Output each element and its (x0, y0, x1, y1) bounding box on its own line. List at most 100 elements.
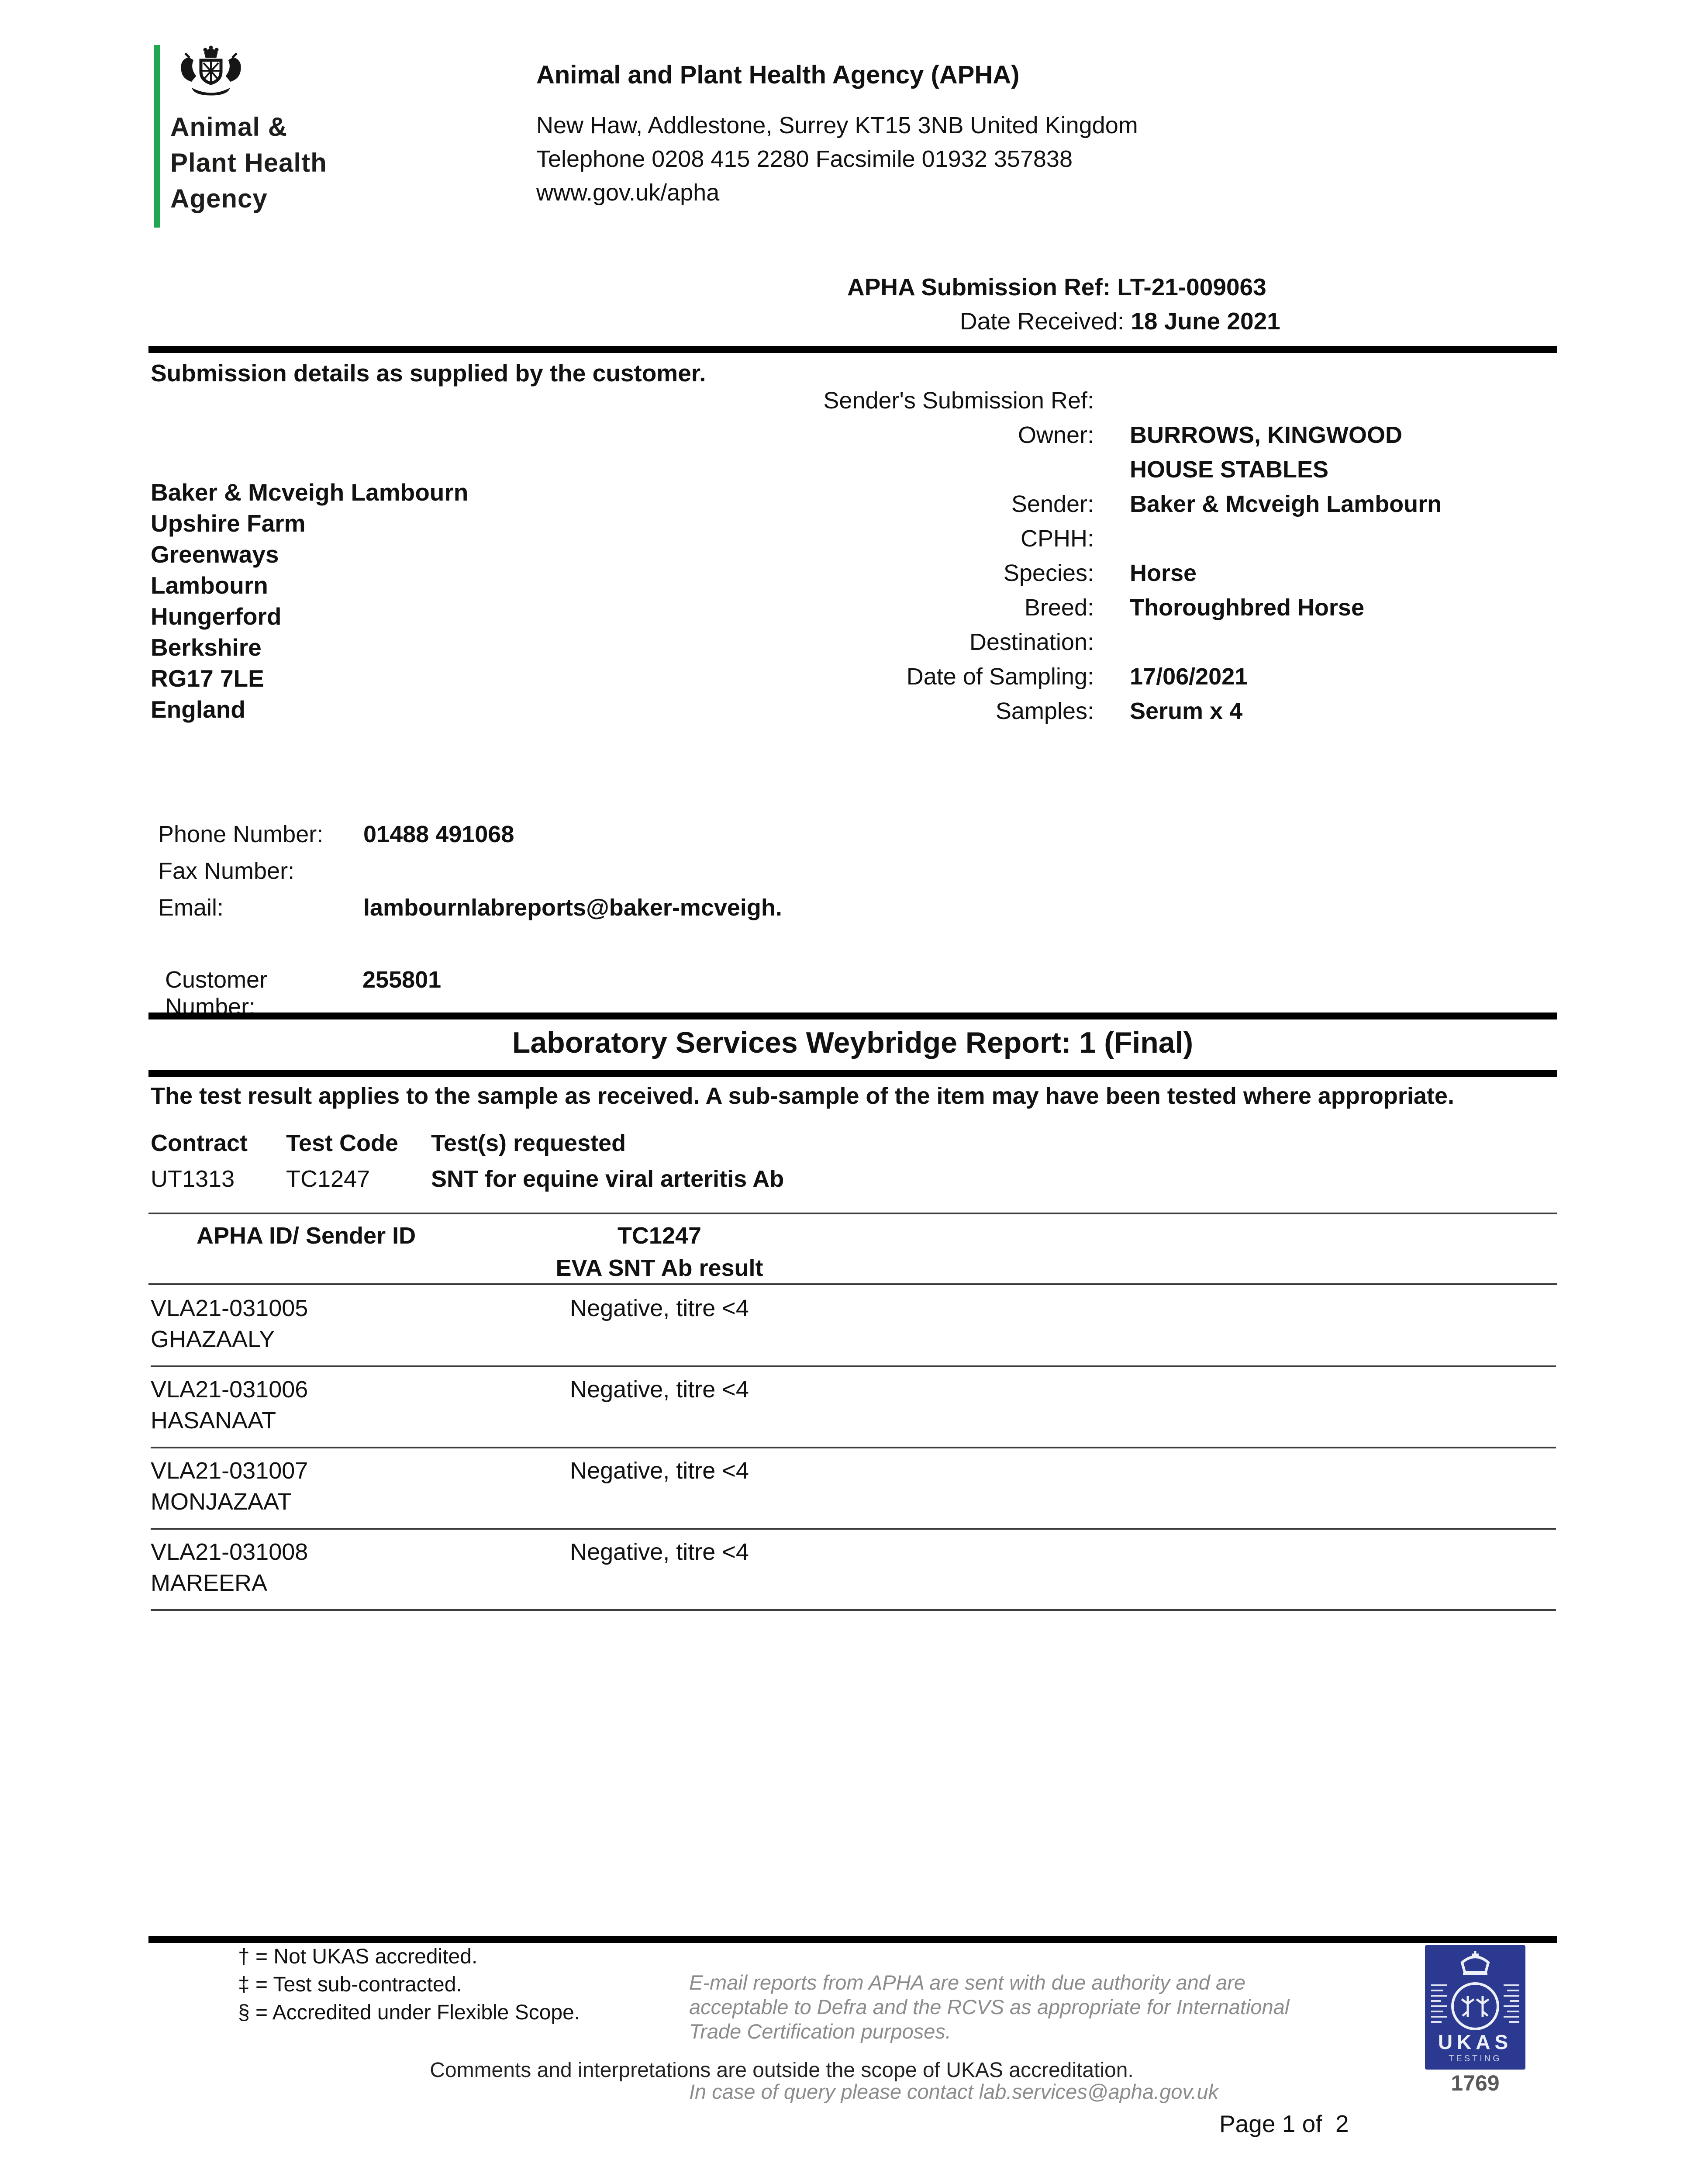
submission-ref-block: APHA Submission Ref: LT-21-009063 Date R… (847, 270, 1280, 338)
submission-details-heading: Submission details as supplied by the cu… (151, 359, 706, 387)
address-line: Hungerford (151, 603, 282, 630)
result-row: VLA21-031008 MAREERA Negative, titre <4 (151, 1530, 1556, 1609)
detail-label: Samples: (995, 698, 1094, 724)
contact-value: lambournlabreports@baker-mcveigh. (363, 895, 782, 921)
detail-row: Samples: Serum x 4 (773, 694, 1526, 729)
result-value: Negative, titre <4 (570, 1376, 749, 1403)
contact-row: Phone Number: 01488 491068 (158, 816, 782, 853)
detail-label: Date of Sampling: (906, 663, 1094, 690)
result-row-divider (151, 1609, 1556, 1611)
address-line: Greenways (151, 541, 279, 568)
results-table-body: VLA21-031005 GHAZAALY Negative, titre <4… (151, 1286, 1556, 1611)
submission-ref-label: APHA Submission Ref: (847, 273, 1111, 301)
detail-row: Sender: Baker & Mcveigh Lambourn (773, 487, 1526, 522)
contract-col-header: Contract (151, 1130, 248, 1156)
logo-wordmark: Animal & Plant Health Agency (170, 109, 327, 217)
sender-id: GHAZAALY (151, 1326, 275, 1352)
detail-label: Sender: (1011, 491, 1094, 517)
apha-id: VLA21-031005 (151, 1295, 308, 1321)
agency-phone: Telephone 0208 415 2280 Facsimile 01932 … (536, 146, 1073, 172)
contact-label: Phone Number: (158, 821, 324, 847)
email-authority-note: E-mail reports from APHA are sent with d… (689, 1971, 1290, 2043)
report-title: Laboratory Services Weybridge Report: 1 … (512, 1026, 1194, 1059)
detail-row: Destination: (773, 625, 1526, 660)
detail-value (1111, 384, 1526, 418)
sender-id: MONJAZAAT (151, 1489, 292, 1515)
apha-id: VLA21-031007 (151, 1458, 308, 1484)
logo-green-bar (154, 45, 160, 228)
address-line: Upshire Farm (151, 510, 306, 537)
address-line: Lambourn (151, 572, 268, 599)
agency-address: New Haw, Addlestone, Surrey KT15 3NB Uni… (536, 112, 1138, 138)
detail-value: 17/06/2021 (1130, 663, 1248, 690)
accreditation-key: † = Not UKAS accredited. (238, 1945, 478, 1968)
detail-row: Owner: BURROWS, KINGWOOD HOUSE STABLES (773, 418, 1526, 487)
divider-rule-top (148, 346, 1557, 353)
customer-number-value: 255801 (362, 967, 442, 993)
results-table-header: APHA ID/ Sender ID TC1247 EVA SNT Ab res… (151, 1222, 1556, 1282)
detail-row: CPHH: (773, 522, 1526, 556)
sender-id: MAREERA (151, 1570, 268, 1596)
ukas-type-text: TESTING (1449, 2054, 1502, 2063)
page-number: Page 1 of 2 (1219, 2110, 1349, 2137)
detail-label: Species: (1003, 560, 1094, 586)
contact-block: Phone Number: 01488 491068 Fax Number: E… (158, 816, 782, 926)
detail-label: CPHH: (1020, 525, 1094, 552)
ukas-name-text: UKAS (1438, 2031, 1512, 2053)
results-header-rule-top (148, 1213, 1557, 1214)
result-row: VLA21-031006 HASANAAT Negative, titre <4 (151, 1367, 1556, 1447)
contract-value: UT1313 (151, 1166, 235, 1192)
address-line: Berkshire (151, 634, 262, 661)
divider-rule-footer (148, 1936, 1557, 1943)
address-line: Baker & Mcveigh Lambourn (151, 479, 469, 506)
result-value: Negative, titre <4 (570, 1295, 749, 1321)
detail-label: Destination: (969, 629, 1094, 655)
result-row-divider (151, 1447, 1556, 1448)
accreditation-key: ‡ = Test sub-contracted. (238, 1973, 462, 1996)
date-received-line: Date Received: 18 June 2021 (960, 304, 1280, 338)
comments-scope-note: Comments and interpretations are outside… (430, 2059, 1134, 2082)
customer-address-block: Baker & Mcveigh Lambourn Upshire Farm Gr… (151, 477, 468, 725)
detail-value: Thoroughbred Horse (1130, 594, 1364, 621)
result-row: VLA21-031005 GHAZAALY Negative, titre <4 (151, 1286, 1556, 1365)
detail-row: Sender's Submission Ref: (773, 384, 1526, 418)
tests-requested-value: SNT for equine viral arteritis Ab (431, 1166, 784, 1192)
contact-label: Fax Number: (158, 858, 295, 884)
divider-rule-title-bottom (148, 1070, 1557, 1077)
query-contact-note: In case of query please contact lab.serv… (689, 2080, 1219, 2103)
submission-details-grid: Sender's Submission Ref: Owner: BURROWS,… (773, 384, 1526, 729)
result-value: Negative, titre <4 (570, 1539, 749, 1565)
detail-value (1111, 625, 1526, 660)
submission-ref-line: APHA Submission Ref: LT-21-009063 (847, 270, 1280, 304)
accreditation-key: § = Accredited under Flexible Scope. (238, 2001, 580, 2024)
detail-label: Owner: (1018, 422, 1094, 448)
detail-row: Date of Sampling: 17/06/2021 (773, 660, 1526, 694)
detail-value (1111, 522, 1526, 556)
ukas-testing-logo: UKAS TESTING (1425, 1945, 1525, 2070)
contact-row: Email: lambournlabreports@baker-mcveigh. (158, 889, 782, 926)
logo-line-1: Animal & (170, 112, 288, 142)
logo-line-2: Plant Health (170, 148, 327, 177)
customer-number-label: Customer Number: (165, 967, 268, 1020)
ukas-accreditation-number: 1769 (1451, 2071, 1500, 2095)
report-disclaimer: The test result applies to the sample as… (151, 1083, 1454, 1109)
detail-row: Species: Horse (773, 556, 1526, 591)
result-row: VLA21-031007 MONJAZAAT Negative, titre <… (151, 1448, 1556, 1528)
sender-id: HASANAAT (151, 1407, 276, 1434)
results-result-type-header: EVA SNT Ab result (555, 1255, 763, 1281)
address-line: England (151, 696, 245, 723)
agency-website: www.gov.uk/apha (536, 180, 720, 206)
detail-row: Breed: Thoroughbred Horse (773, 591, 1526, 625)
contact-value: 01488 491068 (363, 821, 514, 847)
test-code-value: TC1247 (286, 1166, 370, 1192)
tests-requested-col-header: Test(s) requested (431, 1130, 626, 1156)
divider-rule-title-top (148, 1013, 1557, 1019)
footer-note-block: E-mail reports from APHA are sent with d… (689, 1946, 1388, 2129)
result-value: Negative, titre <4 (570, 1458, 749, 1484)
logo-line-3: Agency (170, 184, 268, 213)
results-header-spacer (151, 1254, 520, 1282)
detail-value: BURROWS, KINGWOOD HOUSE STABLES (1130, 422, 1402, 483)
agency-title: Animal and Plant Health Agency (APHA) (536, 61, 1020, 89)
accreditation-key-list: † = Not UKAS accredited. ‡ = Test sub-co… (238, 1943, 580, 2027)
contact-label: Email: (158, 895, 224, 921)
